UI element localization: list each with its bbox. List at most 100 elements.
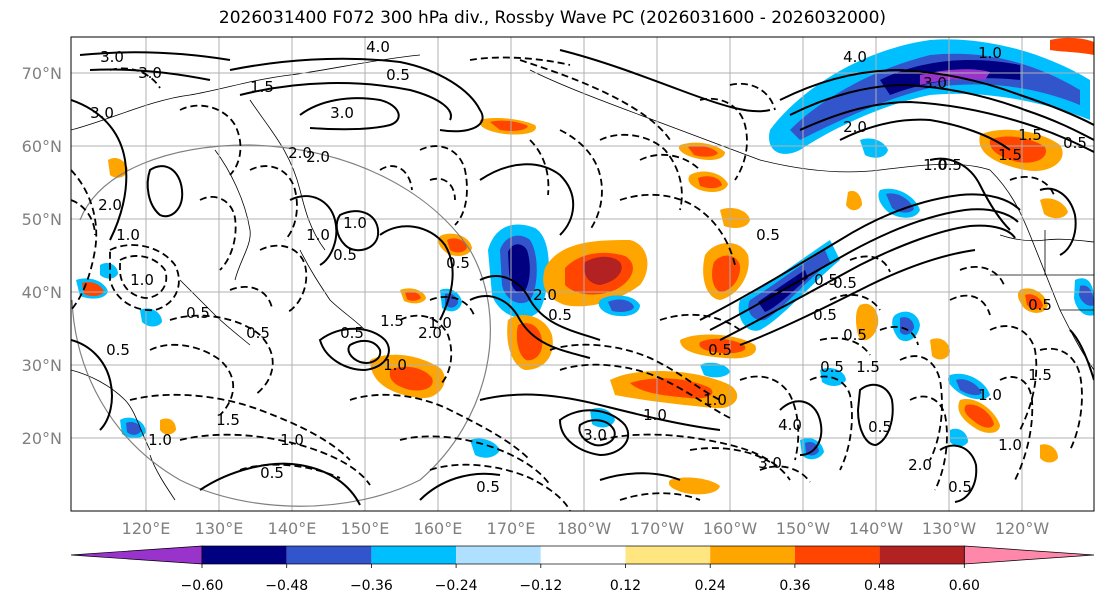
colorbar-segment <box>456 546 541 564</box>
longitude-label: 150°E <box>341 519 390 538</box>
contour-label: 0.5 <box>476 478 500 496</box>
contour-label: 1.0 <box>643 406 667 424</box>
contour-label: 0.5 <box>948 478 972 496</box>
contour-label: 2.0 <box>98 196 122 214</box>
contour-label: 0.5 <box>938 156 962 174</box>
map-plot-area: 4.0 3.0 3.0 3.0 1.5 0.5 3.0 2.0 4.0 3.0 2.0 1.0 1.5 0… <box>71 37 1094 511</box>
contour-label: 0.5 <box>1063 134 1087 152</box>
longitude-label: 170°W <box>630 519 685 538</box>
longitude-label: 160°W <box>703 519 758 538</box>
colorbar-tick-label: −0.12 <box>519 578 562 594</box>
colorbar-tick-label: −0.48 <box>265 578 308 594</box>
latitude-labels: 70°N 60°N 50°N 40°N 30°N 20°N <box>22 64 62 448</box>
colorbar-tick-label: 0.24 <box>695 578 726 594</box>
contour-label: 1.0 <box>978 44 1002 62</box>
colorbar-segment <box>202 546 287 564</box>
divergence-shading <box>76 37 1094 495</box>
contour-label: 2.0 <box>288 144 312 162</box>
dashed-contours <box>71 56 1083 511</box>
longitude-label: 150°W <box>776 519 831 538</box>
colorbar-segment <box>371 546 457 564</box>
contour-label: 1.5 <box>380 312 404 330</box>
contour-label: 1.5 <box>1018 126 1042 144</box>
solid-contours <box>71 49 1094 506</box>
plot-frame <box>70 36 1095 512</box>
colorbar-extend-high <box>963 545 1095 565</box>
latitude-label: 50°N <box>22 210 62 229</box>
colorbar-segment <box>879 546 965 564</box>
latitude-label: 70°N <box>22 64 62 83</box>
longitude-label: 140°E <box>268 519 317 538</box>
contour-label: 2.0 <box>306 148 330 166</box>
coastlines <box>71 54 1094 501</box>
longitude-label: 140°W <box>849 519 904 538</box>
latitude-label: 30°N <box>22 356 62 375</box>
contour-label: 1.0 <box>280 431 304 449</box>
contour-label: 3.0 <box>138 64 162 82</box>
contour-label: 0.5 <box>820 358 844 376</box>
colorbar-segment <box>540 546 626 564</box>
contour-label: 3.0 <box>758 454 782 472</box>
contour-label: 0.5 <box>246 324 270 342</box>
contour-label: 3.0 <box>90 104 114 122</box>
contour-label: 3.0 <box>923 74 947 92</box>
longitude-labels: 120°E 130°E 140°E 150°E 160°E 170°E 180°W 170°W… <box>122 519 1050 538</box>
contour-label: 0.5 <box>833 274 857 292</box>
colorbar-frame <box>201 545 965 565</box>
contour-label: 1.5 <box>1028 366 1052 384</box>
contour-label: 0.5 <box>548 306 572 324</box>
latitude-label: 40°N <box>22 283 62 302</box>
contour-label: 1.5 <box>856 358 880 376</box>
contour-label: 0.5 <box>756 226 780 244</box>
contour-label: 0.5 <box>708 341 732 359</box>
longitude-label: 120°E <box>122 519 171 538</box>
contour-label: 0.5 <box>446 254 470 272</box>
contour-label: 3.0 <box>583 426 607 444</box>
contour-label: 2.0 <box>843 118 867 136</box>
longitude-label: 120°W <box>995 519 1050 538</box>
colorbar-tick-label: 0.60 <box>949 578 980 594</box>
contour-label: 3.0 <box>100 48 124 66</box>
contour-label: 2.0 <box>908 456 932 474</box>
latitude-label: 20°N <box>22 429 62 448</box>
contour-label: 3.0 <box>330 104 354 122</box>
contour-label: 0.5 <box>106 341 130 359</box>
contour-label: 2.0 <box>533 286 557 304</box>
colorbar-tick-label: 0.12 <box>610 578 641 594</box>
contour-label: 1.0 <box>998 436 1022 454</box>
colorbar-segment <box>710 546 795 564</box>
contour-label: 0.5 <box>386 66 410 84</box>
colorbar-segment <box>625 546 711 564</box>
contour-label: 0.5 <box>843 326 867 344</box>
colorbar-tick-label: −0.60 <box>181 578 224 594</box>
reference-circle <box>71 144 491 507</box>
contour-label: 1.0 <box>703 391 727 409</box>
contour-label: 1.5 <box>216 411 240 429</box>
colorbar-tick-label: −0.24 <box>435 578 478 594</box>
contour-label: 0.5 <box>813 306 837 324</box>
contour-label: 0.5 <box>1028 296 1052 314</box>
contour-label: 1.0 <box>343 214 367 232</box>
colorbar-tick-label: −0.36 <box>350 578 393 594</box>
colorbar: −0.60 −0.48 −0.36 −0.24 −0.12 0.12 0.24 0.36 0.4… <box>70 545 1095 594</box>
colorbar-tick-label: 0.36 <box>779 578 810 594</box>
contour-label: 1.0 <box>130 271 154 289</box>
longitude-label: 130°E <box>195 519 244 538</box>
contour-label: 4.0 <box>366 38 390 56</box>
contour-label: 0.5 <box>340 324 364 342</box>
contour-label: 1.0 <box>428 314 452 332</box>
contour-label: 0.5 <box>260 464 284 482</box>
contour-label: 1.0 <box>383 356 407 374</box>
contour-label: 1.0 <box>148 431 172 449</box>
contour-label: 0.5 <box>333 246 357 264</box>
colorbar-segment <box>286 546 372 564</box>
contour-label: 4.0 <box>843 48 867 66</box>
graticule <box>71 37 1094 511</box>
longitude-label: 130°W <box>922 519 977 538</box>
longitude-label: 160°E <box>414 519 463 538</box>
longitude-label: 170°E <box>487 519 536 538</box>
contour-label: 1.5 <box>998 146 1022 164</box>
contour-label: 0.5 <box>814 271 838 289</box>
colorbar-tick-label: 0.48 <box>864 578 895 594</box>
